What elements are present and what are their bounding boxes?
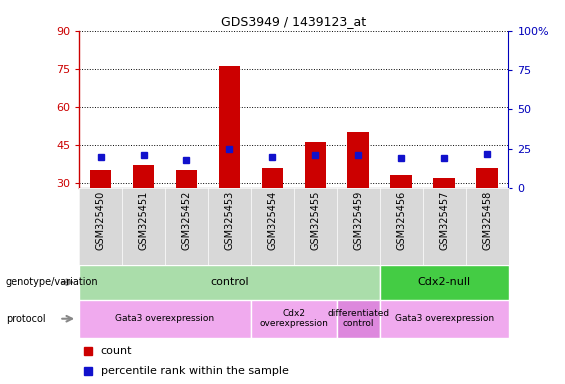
Text: genotype/variation: genotype/variation (6, 277, 98, 287)
Text: Gata3 overexpression: Gata3 overexpression (115, 314, 215, 323)
Bar (79, 300, 251, 338)
Bar (337, 300, 380, 338)
Bar (262, 168, 283, 188)
Text: percentile rank within the sample: percentile rank within the sample (101, 366, 289, 376)
Text: control: control (210, 277, 249, 287)
Bar (347, 132, 369, 188)
Title: GDS3949 / 1439123_at: GDS3949 / 1439123_at (221, 15, 366, 28)
Text: protocol: protocol (6, 314, 45, 324)
Bar (133, 165, 154, 188)
Text: GSM325456: GSM325456 (396, 190, 406, 250)
Text: GSM325450: GSM325450 (95, 190, 106, 250)
Text: Cdx2-null: Cdx2-null (418, 277, 471, 287)
Text: Gata3 overexpression: Gata3 overexpression (394, 314, 494, 323)
Bar (305, 142, 326, 188)
Bar (79, 265, 380, 300)
Text: GSM325452: GSM325452 (181, 190, 192, 250)
Text: differentiated
control: differentiated control (327, 309, 389, 328)
Text: GSM325454: GSM325454 (267, 190, 277, 250)
Text: GSM325459: GSM325459 (353, 190, 363, 250)
Bar (90, 170, 111, 188)
Bar (380, 300, 508, 338)
Bar (176, 170, 197, 188)
Text: count: count (101, 346, 132, 356)
Text: GSM325458: GSM325458 (482, 190, 492, 250)
Bar (390, 175, 412, 188)
Text: GSM325455: GSM325455 (310, 190, 320, 250)
Bar (219, 66, 240, 188)
Bar (433, 178, 455, 188)
Text: GSM325453: GSM325453 (224, 190, 234, 250)
Text: Cdx2
overexpression: Cdx2 overexpression (259, 309, 328, 328)
Bar (380, 265, 508, 300)
Text: GSM325451: GSM325451 (138, 190, 149, 250)
Bar (251, 300, 337, 338)
Bar (476, 168, 498, 188)
Text: GSM325457: GSM325457 (439, 190, 449, 250)
